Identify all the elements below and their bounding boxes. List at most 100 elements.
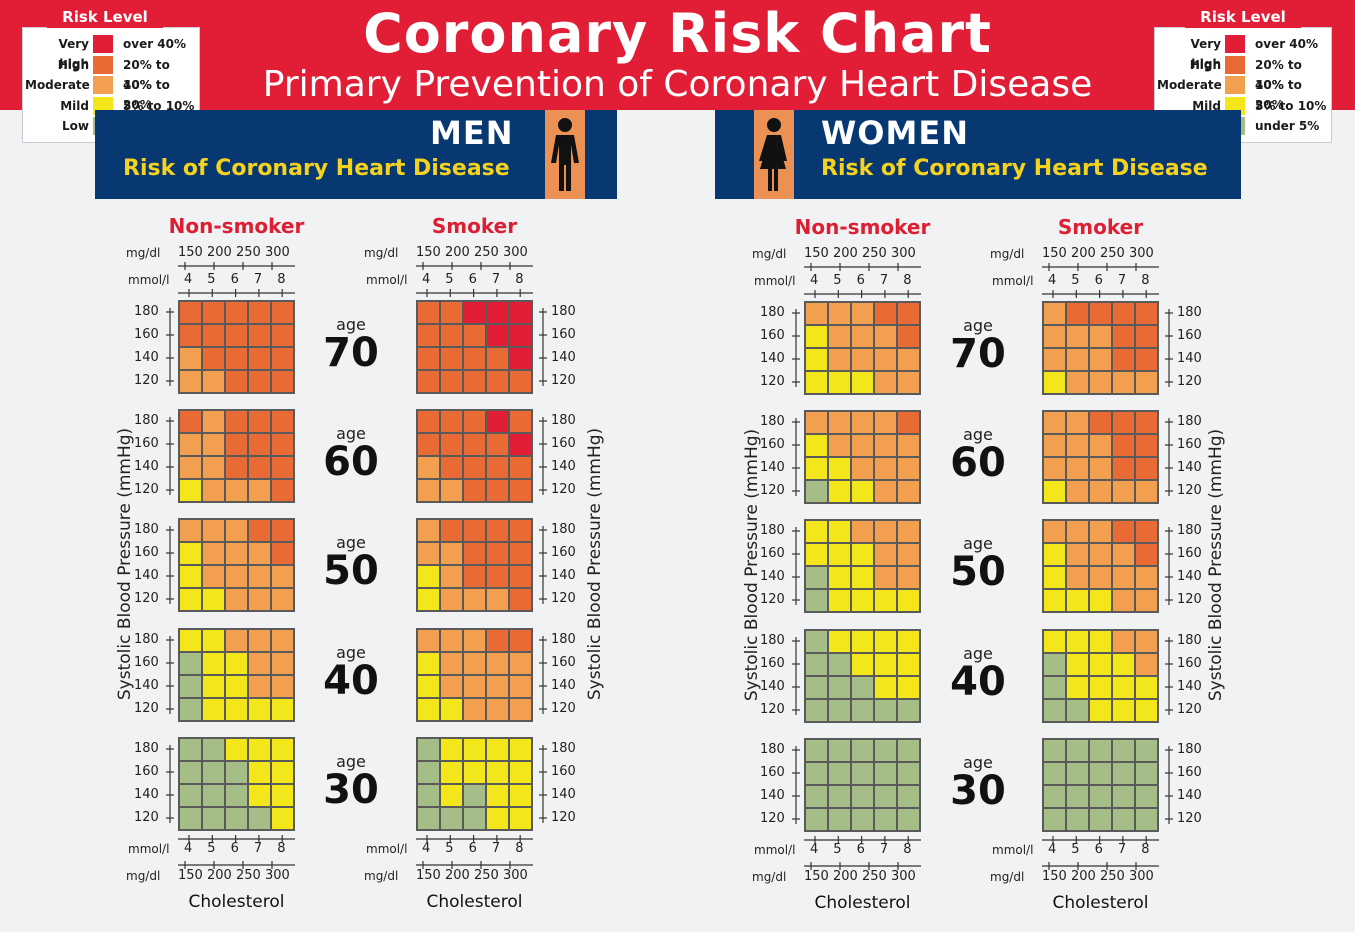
legend-level-label: Very high (58, 37, 89, 71)
bp-tick-label: 140 (760, 460, 785, 475)
risk-cell (1066, 480, 1089, 503)
risk-cell (1066, 676, 1089, 699)
mgdl-tick-label: 150 (804, 869, 829, 884)
risk-cell (463, 629, 486, 652)
mgdl-unit-label: mg/dl (126, 246, 161, 260)
bp-tick-label: 120 (1177, 483, 1202, 498)
legend-row: Very high over 40% (1155, 34, 1333, 71)
risk-cell (440, 675, 463, 698)
bp-tick-label: 160 (1177, 437, 1202, 452)
mmol-tick-label: 6 (856, 842, 865, 857)
risk-cell (440, 324, 463, 347)
risk-cell (897, 371, 920, 394)
risk-cell (874, 589, 897, 612)
risk-cell (1066, 762, 1089, 785)
risk-cell (179, 324, 202, 347)
risk-cell (225, 410, 248, 433)
bp-tick-label: 140 (760, 788, 785, 803)
bp-tick-label: 120 (551, 373, 576, 388)
mmol-tick-label: 5 (1071, 842, 1080, 857)
mgdl-unit-label: mg/dl (364, 869, 399, 883)
risk-cell (805, 325, 828, 348)
risk-cell (179, 784, 202, 807)
risk-cell (486, 652, 509, 675)
risk-cell (202, 324, 225, 347)
age-label: age (963, 425, 993, 444)
risk-cell (440, 761, 463, 784)
risk-cell (805, 348, 828, 371)
risk-cell (463, 519, 486, 542)
risk-cell (1112, 630, 1135, 653)
risk-cell (225, 738, 248, 761)
risk-cell (509, 807, 532, 830)
risk-cell (225, 519, 248, 542)
risk-cell (248, 370, 271, 393)
risk-cell (1135, 589, 1158, 612)
risk-cell (874, 371, 897, 394)
risk-cell (1066, 653, 1089, 676)
risk-cell (1135, 785, 1158, 808)
risk-cell (805, 411, 828, 434)
risk-cell (897, 630, 920, 653)
risk-cell (202, 807, 225, 830)
risk-cell (179, 456, 202, 479)
mgdl-tick-label: 150 (1042, 869, 1067, 884)
risk-cell (440, 433, 463, 456)
risk-cell (805, 543, 828, 566)
risk-cell (225, 698, 248, 721)
risk-cell (1043, 566, 1066, 589)
risk-cell (225, 652, 248, 675)
risk-cell (202, 588, 225, 611)
risk-cell (225, 588, 248, 611)
x-axis-title: Cholesterol (1052, 893, 1149, 913)
risk-cell (805, 520, 828, 543)
risk-cell (1089, 762, 1112, 785)
risk-cell (248, 738, 271, 761)
bp-tick-label: 160 (551, 327, 576, 342)
legend-range: 10% to 20% (123, 78, 170, 112)
risk-cell (248, 410, 271, 433)
risk-cell (179, 588, 202, 611)
bp-tick-label: 140 (760, 679, 785, 694)
risk-cell (509, 433, 532, 456)
risk-cell (225, 456, 248, 479)
risk-cell (202, 519, 225, 542)
risk-cell (179, 652, 202, 675)
risk-cell (1089, 785, 1112, 808)
risk-cell (828, 457, 851, 480)
mmol-tick-label: 5 (207, 841, 216, 856)
risk-cell (225, 479, 248, 502)
mgdl-tick-label: 150 (416, 245, 441, 260)
mmol-tick-label: 7 (879, 273, 889, 288)
mmol-tick-label: 8 (515, 841, 524, 856)
bp-tick-label: 160 (1177, 765, 1202, 780)
risk-cell (851, 808, 874, 831)
risk-cell (202, 479, 225, 502)
risk-cell (1135, 543, 1158, 566)
bp-tick-label: 160 (134, 436, 159, 451)
risk-cell (440, 629, 463, 652)
y-axis-title: Systolic Blood Pressure (mmHg) (1206, 428, 1226, 702)
risk-cell (417, 807, 440, 830)
risk-cell (1089, 371, 1112, 394)
age-label: age (336, 643, 366, 662)
risk-cell (248, 675, 271, 698)
risk-cell (248, 301, 271, 324)
risk-cell (248, 433, 271, 456)
risk-cell (486, 698, 509, 721)
risk-cell (1135, 325, 1158, 348)
risk-cell (248, 324, 271, 347)
mgdl-tick-label: 250 (236, 245, 261, 260)
risk-cell (225, 542, 248, 565)
risk-grid (416, 409, 533, 503)
risk-cell (828, 434, 851, 457)
risk-cell (1135, 808, 1158, 831)
mgdl-tick-label: 150 (178, 245, 203, 260)
risk-cell (1135, 411, 1158, 434)
risk-cell (440, 588, 463, 611)
legend-range: over 40% (123, 37, 187, 51)
risk-cell (248, 565, 271, 588)
legend-swatch (1225, 35, 1245, 53)
risk-cell (202, 410, 225, 433)
risk-cell (1112, 808, 1135, 831)
